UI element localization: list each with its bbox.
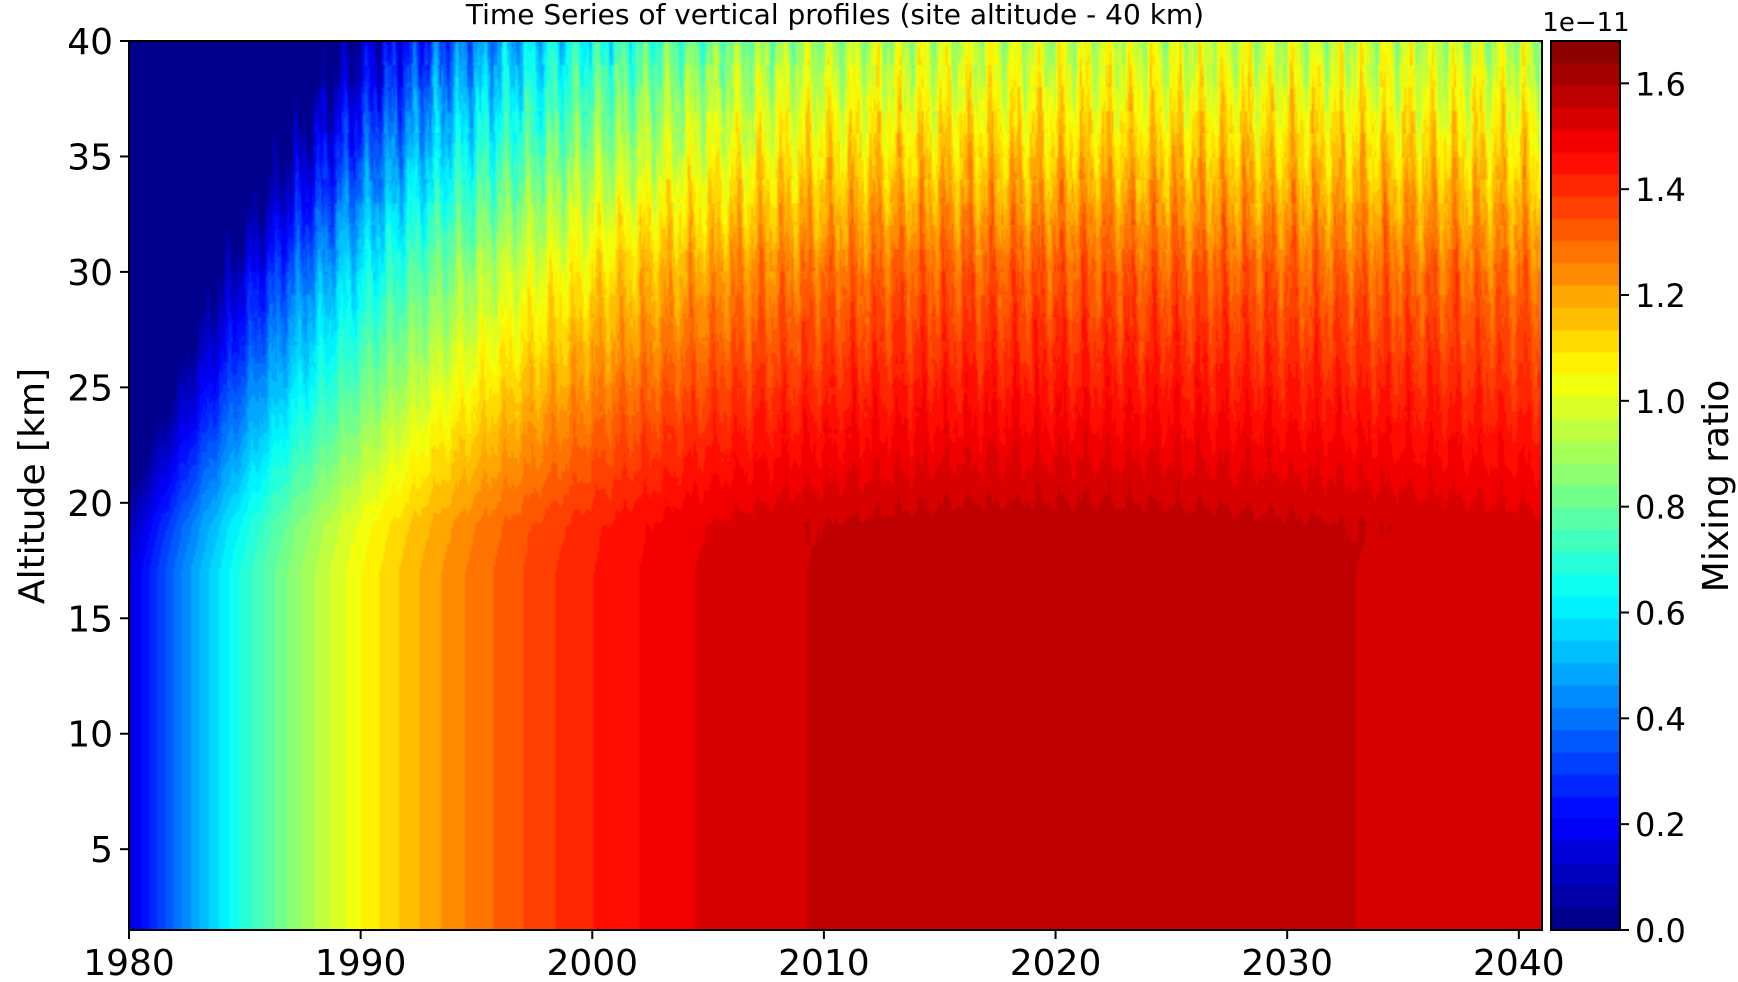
y-tick-label: 40: [67, 22, 113, 63]
x-tick-label: 2030: [1241, 943, 1333, 982]
x-tick-label: 1980: [83, 943, 175, 982]
colorbar-tick-label: 0.0: [1635, 912, 1686, 950]
y-tick-label: 20: [67, 484, 113, 525]
mixing-ratio-field: [129, 41, 1542, 930]
x-tick-label: 2020: [1010, 943, 1102, 982]
colorbar: 0.0 0.2 0.4 0.6 0.8 1.0 1.2 1.4 1.6 1e−11 Mixing…: [1542, 8, 1737, 950]
colorbar-tick-label: 0.6: [1635, 595, 1686, 633]
x-tick-label: 2010: [778, 943, 870, 982]
colorbar-tick-label: 1.0: [1635, 383, 1686, 421]
colorbar-tick-label: 1.2: [1635, 277, 1686, 315]
x-tick-label: 2000: [546, 943, 638, 982]
y-axis-label: Altitude [km]: [12, 368, 53, 604]
y-tick-label: 35: [67, 137, 113, 178]
chart-title: Time Series of vertical profiles (site a…: [465, 0, 1204, 31]
colorbar-tick-label: 1.4: [1635, 171, 1686, 209]
colorbar-tick-label: 0.2: [1635, 806, 1686, 844]
colorbar-gradient: [1551, 41, 1620, 930]
plot-area: [129, 41, 1542, 930]
y-tick-label: 15: [67, 599, 113, 640]
colorbar-ticks: 0.0 0.2 0.4 0.6 0.8 1.0 1.2 1.4 1.6: [1620, 65, 1686, 950]
y-axis: 5 10 15 20 25 30 35 40: [67, 22, 129, 871]
y-tick-label: 5: [90, 830, 113, 871]
colorbar-label: Mixing ratio: [1696, 380, 1737, 592]
x-axis: 1980 1990 2000 2010 2020 2030 2040: [83, 930, 1565, 982]
y-tick-label: 30: [67, 253, 113, 294]
x-tick-label: 1990: [315, 943, 407, 982]
y-tick-label: 25: [67, 368, 113, 409]
colorbar-tick-label: 0.4: [1635, 700, 1686, 738]
colorbar-exponent: 1e−11: [1542, 8, 1629, 38]
colorbar-tick-label: 1.6: [1635, 65, 1686, 103]
x-tick-label: 2040: [1473, 943, 1565, 982]
y-tick-label: 10: [67, 715, 113, 756]
plot-frame: [128, 40, 1543, 931]
colorbar-tick-label: 0.8: [1635, 489, 1686, 527]
colorbar-frame: [1550, 40, 1621, 931]
